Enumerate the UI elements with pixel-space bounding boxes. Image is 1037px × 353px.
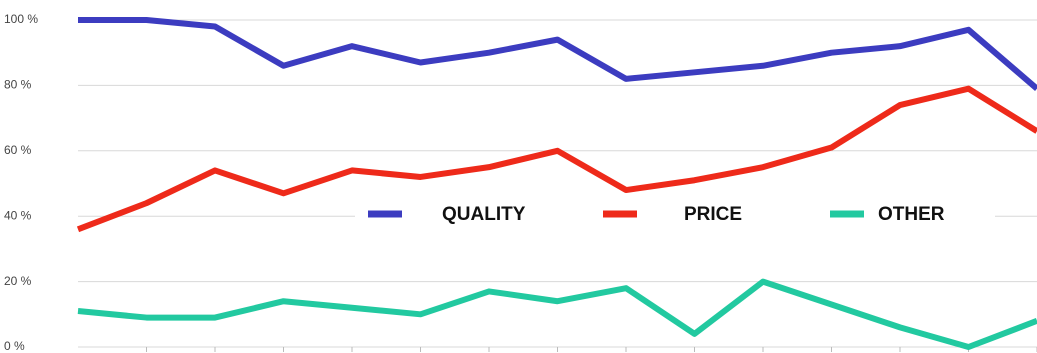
series-line (76, 85, 1037, 233)
y-tick-label: 100 % (4, 12, 38, 26)
y-tick-label: 80 % (4, 78, 32, 92)
legend: QUALITY PRICE OTHER (368, 204, 945, 225)
y-tick-label: 40 % (4, 208, 32, 222)
y-tick-label: 0 % (4, 339, 25, 353)
grid: 0 % 20 % 40 % 60 % 80 % 100 % (4, 12, 1037, 353)
lines (76, 17, 1037, 350)
legend-label: PRICE (684, 204, 742, 225)
series-line (78, 17, 1037, 91)
series-line (77, 278, 1037, 350)
y-tick-label: 60 % (4, 143, 32, 157)
legend-label: QUALITY (442, 204, 526, 225)
legend-background (355, 198, 995, 232)
y-tick-label: 20 % (4, 274, 32, 288)
legend-label: OTHER (878, 204, 945, 225)
